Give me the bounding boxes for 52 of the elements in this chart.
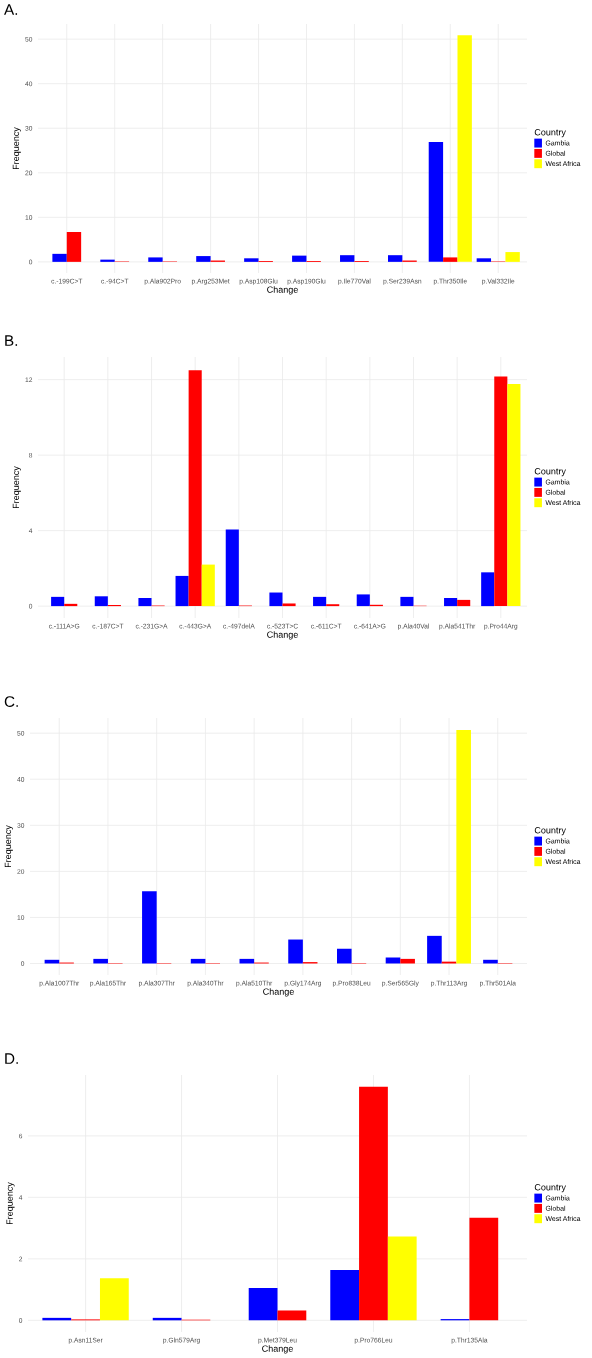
bar	[356, 594, 370, 607]
chart-title: C.	[4, 696, 18, 707]
y-axis-title: Frequency	[12, 466, 21, 509]
bar	[282, 603, 296, 607]
x-axis-title: Change	[262, 1345, 293, 1354]
bar	[313, 596, 327, 607]
legend-title: Country	[534, 827, 566, 836]
bar	[196, 256, 211, 262]
x-axis-title: Change	[267, 631, 298, 640]
bar	[336, 948, 352, 964]
bar	[269, 592, 283, 607]
x-axis-title: Change	[267, 286, 298, 295]
bar	[505, 252, 520, 262]
bar	[400, 958, 415, 964]
bar	[444, 598, 458, 607]
bar	[100, 259, 115, 262]
legend-title: Country	[534, 1184, 566, 1193]
bar	[148, 257, 163, 262]
bar	[248, 1288, 278, 1321]
bar	[387, 255, 403, 262]
bar	[142, 891, 157, 964]
bar	[288, 939, 303, 964]
bar	[138, 598, 152, 607]
legend-title: Country	[534, 468, 566, 477]
bar	[385, 957, 401, 964]
y-axis-title: Frequency	[12, 127, 21, 170]
bar	[277, 1310, 307, 1321]
bar	[66, 232, 82, 262]
bar	[225, 529, 239, 607]
chart-title: D.	[5, 1053, 18, 1064]
bar	[387, 1236, 417, 1321]
bar	[457, 35, 472, 262]
bar	[507, 383, 521, 607]
bar	[457, 599, 471, 607]
y-axis-title: Frequency	[6, 1182, 15, 1225]
legend-title: Country	[534, 129, 566, 138]
bar	[201, 564, 215, 607]
bar	[469, 1217, 499, 1321]
bar	[456, 729, 471, 964]
bar	[99, 1278, 129, 1321]
bar	[51, 596, 65, 607]
bar	[52, 253, 67, 262]
bar	[93, 958, 108, 964]
chart-title: B.	[5, 335, 18, 346]
chart-title: A.	[4, 4, 18, 15]
bar	[94, 596, 108, 607]
bar	[244, 258, 259, 262]
x-axis-title: Change	[263, 988, 294, 997]
bar	[292, 255, 307, 262]
bar	[400, 596, 414, 607]
bar	[340, 255, 355, 262]
y-axis-title: Frequency	[4, 825, 13, 868]
